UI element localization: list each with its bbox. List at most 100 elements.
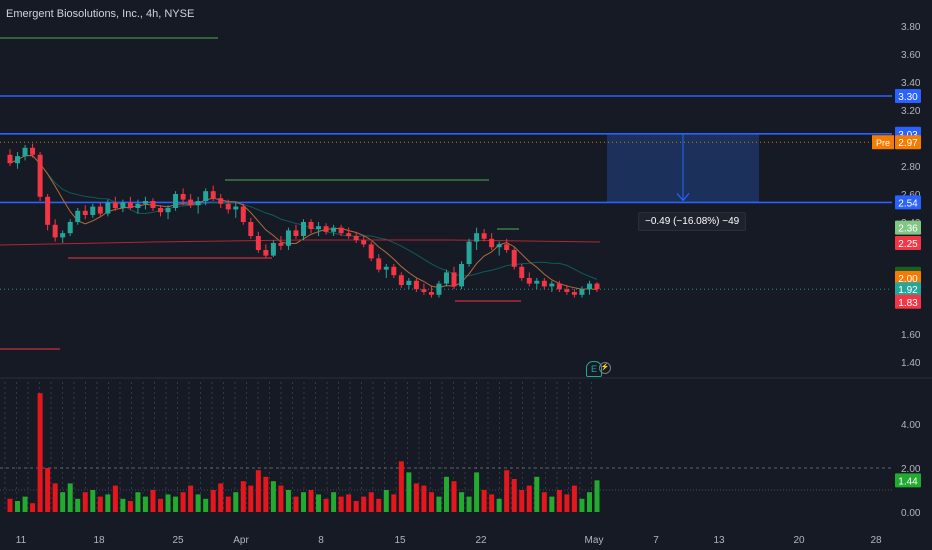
price-label-text: 2.36 [898, 224, 918, 235]
volume-bar [496, 498, 502, 512]
candle-body [481, 233, 487, 239]
price-label-text: 2.97 [898, 138, 918, 149]
volume-bar [248, 485, 254, 512]
candle-body [323, 226, 329, 232]
candle-body [15, 156, 21, 164]
candle-body [316, 226, 322, 229]
candle-body [443, 272, 449, 284]
candle-body [150, 201, 156, 208]
volume-bar [203, 498, 209, 512]
volume-bar [428, 492, 434, 512]
moving-average-line [0, 239, 601, 246]
volume-bar [331, 492, 337, 512]
candle-body [173, 194, 179, 208]
price-label-badge [895, 195, 921, 210]
candle-body [97, 206, 103, 214]
candle-body [556, 283, 562, 290]
candle-body [549, 283, 555, 287]
price-tick-label: 3.40 [901, 78, 921, 89]
arrow-down-icon [676, 193, 690, 202]
volume-bar [368, 492, 374, 512]
candle-body [428, 292, 434, 295]
volume-label-badge [895, 473, 921, 488]
price-tick-label: 2.80 [901, 162, 921, 173]
time-axis-label: 22 [475, 535, 487, 546]
candle-body [496, 244, 502, 248]
volume-bar [75, 498, 81, 512]
candle-body [579, 289, 585, 295]
volume-bar [541, 492, 547, 512]
candle-body [142, 201, 148, 204]
volume-bar [37, 393, 43, 512]
candle-body [45, 196, 51, 225]
volume-bar [188, 485, 194, 512]
candle-body [127, 202, 133, 208]
candle-body [195, 201, 201, 206]
volume-bar [549, 496, 555, 512]
volume-bar [180, 492, 186, 512]
candle-body [413, 280, 419, 290]
volume-bar [474, 472, 480, 512]
candle-body [7, 154, 13, 164]
candle-body [368, 244, 374, 259]
volume-bar [571, 485, 577, 512]
candle-body [511, 250, 517, 267]
candle-body [135, 203, 141, 208]
candle-body [120, 202, 126, 208]
candle-body [82, 210, 88, 215]
candle-body [519, 266, 525, 278]
volume-bar [481, 490, 487, 512]
lightning-icon[interactable]: ⚡ [599, 362, 611, 374]
price-label-badge [895, 89, 921, 103]
volume-bar [240, 481, 246, 512]
price-label-text: 1.83 [898, 298, 918, 309]
candle-body [285, 230, 291, 246]
volume-bar [526, 485, 532, 512]
time-axis-label: 8 [318, 535, 324, 546]
candle-body [112, 202, 118, 208]
time-axis-label: 18 [93, 535, 105, 546]
volume-bar [398, 461, 404, 512]
candle-body [504, 244, 510, 250]
candle-body [541, 280, 547, 287]
volume-bar [519, 490, 525, 512]
candle-body [406, 280, 412, 285]
candle-body [165, 208, 171, 213]
candle-body [105, 202, 111, 214]
price-label-text: 1.92 [898, 285, 918, 296]
candle-body [474, 233, 480, 242]
volume-bar [135, 492, 141, 512]
price-tick-label: 3.80 [901, 22, 921, 33]
volume-tick-label: 4.00 [901, 420, 921, 431]
price-label-text: 2.00 [898, 274, 918, 285]
price-label-badge [895, 135, 921, 150]
candle-body [534, 280, 540, 284]
volume-bar [45, 468, 51, 512]
time-axis-label: 7 [653, 535, 659, 546]
time-axis-label: 15 [394, 535, 406, 546]
candle-body [270, 243, 276, 256]
candle-body [331, 227, 337, 232]
volume-bar [443, 476, 449, 512]
candle-body [301, 222, 306, 236]
price-tick-label: 3.20 [901, 106, 921, 117]
symbol-title[interactable]: Emergent Biosolutions, Inc., 4h, NYSE [6, 8, 195, 20]
volume-bar [97, 496, 103, 512]
candle-body [37, 154, 43, 197]
volume-bar [82, 492, 88, 512]
volume-bar [353, 501, 359, 512]
candle-body [188, 199, 194, 206]
volume-tick-label: 0.00 [901, 508, 921, 519]
volume-bar [376, 498, 382, 512]
volume-bar [391, 494, 397, 512]
volume-bar [293, 496, 299, 512]
volume-bar [90, 490, 96, 512]
volume-bar [158, 498, 164, 512]
candle-body [398, 275, 404, 285]
volume-bar [451, 481, 457, 512]
candle-body [233, 206, 239, 210]
candle-body [459, 264, 465, 287]
volume-bar [225, 496, 231, 512]
volume-bar [459, 492, 465, 512]
